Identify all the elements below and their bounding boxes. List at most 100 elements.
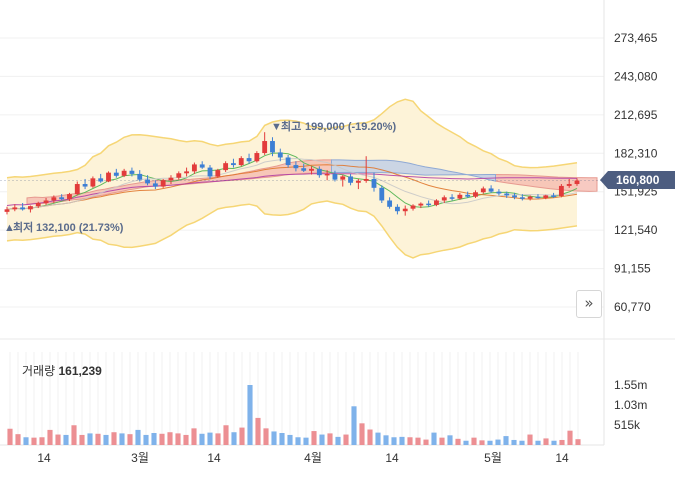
- candle-body-down: [379, 187, 385, 201]
- date-tick-label: 14: [207, 451, 221, 465]
- ichimoku-cloud-bullish: [331, 159, 496, 182]
- volume-bar-up: [15, 434, 21, 445]
- volume-bar-up: [239, 427, 245, 445]
- candle-body-up: [441, 197, 447, 201]
- volume-bar-down: [207, 432, 213, 445]
- price-tick-label: 212,695: [614, 108, 658, 122]
- volume-bar-up: [39, 437, 45, 445]
- date-tick-label: 14: [555, 451, 569, 465]
- volume-bar-down: [495, 439, 501, 445]
- candle-body-down: [231, 163, 236, 166]
- candle-body-down: [348, 176, 353, 183]
- volume-bar-down: [271, 431, 277, 445]
- volume-bar-up: [79, 434, 85, 445]
- volume-bar-up: [55, 434, 61, 445]
- candle-body-down: [145, 179, 150, 184]
- candle-body-up: [527, 196, 533, 199]
- low-marker: ▲: [4, 222, 15, 234]
- volume-bar-up: [455, 438, 461, 445]
- chevron-double-right-icon: »: [584, 294, 594, 312]
- candle-body-down: [199, 164, 205, 168]
- low-value: 132,100 (21.73%): [36, 222, 124, 234]
- candle-body-up: [4, 209, 10, 212]
- candle-body-down: [519, 197, 525, 199]
- candle-body-up: [355, 180, 361, 183]
- candle-body-up: [28, 206, 33, 210]
- volume-bar-up: [359, 423, 365, 445]
- candle-body-down: [285, 157, 291, 166]
- candle-body-down: [137, 173, 143, 180]
- candle-body-up: [160, 180, 166, 187]
- date-axis: 14 3월 14 4월 14 5월 14: [37, 451, 569, 465]
- candle-body-down: [246, 158, 252, 162]
- candle-body-up: [106, 172, 111, 182]
- candle-body-up: [238, 158, 244, 166]
- candle-body-up: [480, 188, 486, 193]
- candle-body-up: [363, 178, 369, 181]
- volume-bar-down: [511, 439, 517, 445]
- volume-bar-up: [263, 428, 269, 445]
- volume-grid: [0, 339, 605, 446]
- candle-body-up: [309, 168, 314, 171]
- candle-body-up: [434, 200, 439, 205]
- expand-chart-button[interactable]: »: [576, 290, 602, 318]
- candle-body-down: [301, 168, 307, 171]
- bollinger-upper-line: [6, 98, 578, 179]
- candle-body-up: [418, 203, 424, 206]
- high-label: 최고: [281, 119, 301, 133]
- candle-body-down: [277, 152, 283, 158]
- price-tick-label: 121,540: [614, 223, 658, 237]
- candle-body-down: [98, 178, 104, 182]
- volume-bar-down: [319, 434, 325, 445]
- candle-body-up: [176, 173, 182, 178]
- candle-body-up: [67, 194, 72, 200]
- volume-bar-up: [167, 432, 173, 445]
- volume-bar-down: [87, 433, 93, 445]
- ma10-line: [6, 157, 578, 210]
- candle-body-up: [543, 195, 549, 198]
- moving-average-lines: [0, 152, 604, 210]
- candle-body-down: [82, 184, 88, 187]
- volume-bar-down: [247, 385, 253, 445]
- ma20-line: [6, 164, 578, 210]
- price-tick-label: 273,465: [614, 31, 658, 45]
- candle-body-up: [168, 177, 174, 181]
- date-tick-label: 14: [37, 451, 51, 465]
- volume-bar-down: [335, 436, 341, 445]
- candle-body-up: [402, 208, 408, 212]
- candle-body-down: [512, 195, 517, 198]
- volume-bar-down: [463, 440, 469, 445]
- bollinger-lower-line: [6, 200, 578, 259]
- volume-bar-up: [343, 434, 349, 445]
- candle-body-up: [340, 176, 346, 180]
- volume-bar-up: [95, 433, 101, 445]
- price-axis: 273,465243,080212,695182,310151,925121,5…: [614, 31, 658, 314]
- price-tick-label: 60,770: [614, 300, 651, 314]
- volume-bar-up: [575, 439, 581, 445]
- candle-body-down: [465, 194, 471, 197]
- candle-body-up: [558, 185, 564, 197]
- candle-body-down: [270, 141, 275, 153]
- volume-bar-up: [367, 429, 373, 445]
- candle-body-down: [293, 165, 299, 169]
- volume-bar-up: [559, 439, 565, 445]
- volume-bar-down: [399, 436, 405, 445]
- high-value: 199,000 (-19.20%): [305, 121, 396, 133]
- volume-bar-up: [175, 433, 181, 445]
- volume-bar-up: [159, 433, 165, 445]
- high-annotation: ▼ 최고 199,000 (-19.20%): [271, 119, 396, 133]
- candle-body-up: [566, 184, 572, 186]
- volume-title: 거래량 161,239: [22, 362, 102, 379]
- volume-bar-up: [439, 437, 445, 445]
- price-tick-label: 91,155: [614, 262, 651, 276]
- low-label: 최저: [13, 220, 33, 234]
- volume-tick-label: 1.55m: [614, 378, 647, 392]
- low-annotation: ▲ 최저 132,100 (21.73%): [4, 220, 124, 234]
- volume-axis: 1.55m 1.03m 515k: [614, 378, 647, 432]
- volume-bar-down: [231, 432, 237, 445]
- volume-title-value: 161,239: [58, 364, 102, 378]
- volume-title-label: 거래량: [22, 364, 56, 378]
- volume-bar-down: [383, 435, 389, 445]
- candle-body-up: [51, 197, 57, 201]
- candle-body-down: [535, 196, 541, 199]
